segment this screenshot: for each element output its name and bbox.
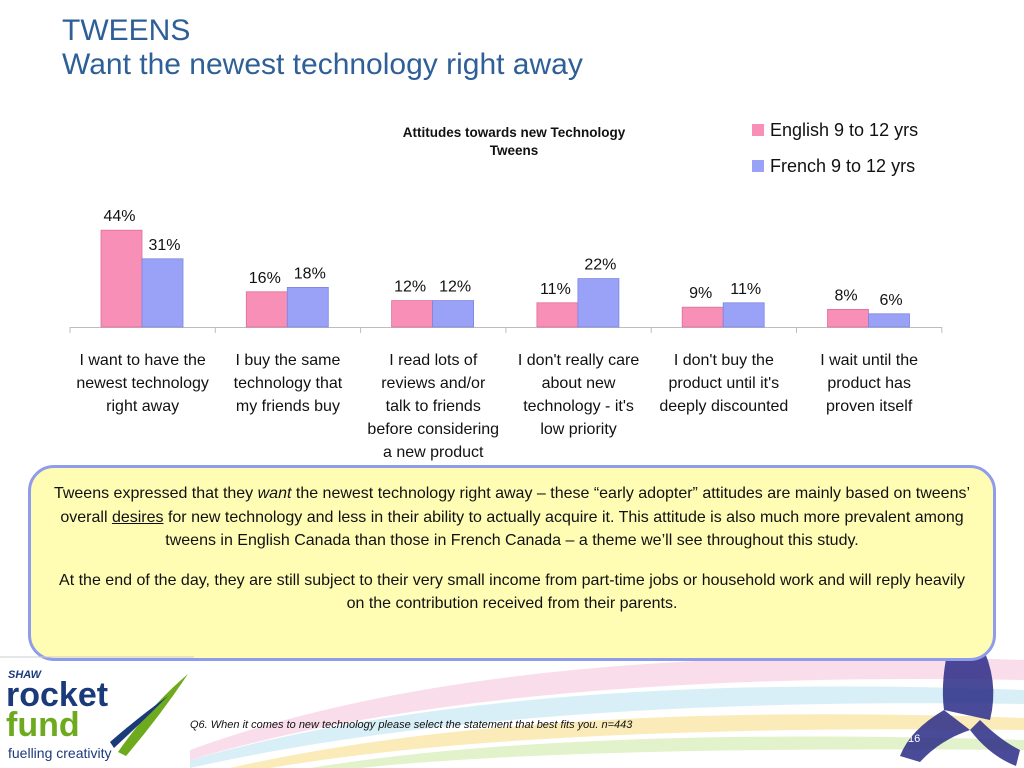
logo-fund-text: fund — [6, 706, 80, 744]
bar-english-5 — [827, 309, 869, 328]
logo-shaw-text: SHAW — [8, 669, 43, 681]
bar-french-5 — [868, 313, 910, 328]
category-label-line: reviews and/or — [381, 375, 486, 392]
category-label-4: I don't buy the product until it's deeply … — [650, 349, 798, 418]
category-label-line: technology - it's — [523, 398, 634, 415]
category-label-line: I wait until the — [820, 352, 919, 369]
swoosh-decoration — [190, 656, 1024, 768]
slide-title: TWEENS Want the newest technology right … — [62, 14, 583, 82]
data-label-french-2: 12% — [439, 279, 471, 296]
bar-french-2 — [432, 300, 475, 328]
legend-label-english: English 9 to 12 yrs — [770, 119, 919, 140]
chart-legend: English 9 to 12 yrs French 9 to 12 yrs — [752, 112, 918, 184]
bar-french-1 — [286, 287, 329, 328]
page-number: 16 — [908, 733, 921, 745]
legend-swatch-english — [752, 124, 764, 136]
category-label-line: I want to have the — [79, 352, 206, 369]
chart-title-line1: Attitudes towards new Technology — [402, 125, 626, 140]
data-label-english-4: 9% — [689, 285, 712, 302]
category-label-2: I read lots of reviews and/or talk to frie… — [359, 349, 507, 464]
category-label-0: I want to have the newest technology right… — [69, 349, 217, 418]
data-label-english-3: 11% — [540, 281, 571, 298]
data-label-english-1: 16% — [249, 270, 281, 287]
callout-underline-desires: desires — [111, 508, 164, 526]
callout-emphasis-want: want — [257, 485, 292, 502]
category-label-line: newest technology — [76, 375, 209, 392]
bar-french-3 — [577, 278, 620, 328]
category-label-line: technology that — [233, 375, 343, 392]
data-label-french-4: 11% — [730, 281, 761, 298]
category-label-line: about new — [541, 375, 616, 392]
data-label-english-2: 12% — [394, 279, 426, 296]
bar-chart: 44% 31% 16% 18% 12% 12% 11% 22% 9% 11% 8% 6% — [69, 208, 943, 333]
legend-item-french: French 9 to 12 yrs — [752, 148, 918, 184]
category-label-5: I wait until the product has proven itself — [795, 349, 943, 418]
callout-text: for new technology and less in their abi… — [163, 508, 964, 550]
category-label-line: proven itself — [826, 398, 913, 415]
slide-title-line2: Want the newest technology right away — [62, 48, 583, 81]
category-label-line: I don't really care — [517, 352, 640, 369]
category-label-line: product has — [827, 375, 911, 392]
bar-english-0 — [100, 229, 143, 328]
legend-label-french: French 9 to 12 yrs — [770, 155, 916, 176]
category-label-line: before considering — [367, 421, 500, 438]
data-label-english-5: 8% — [834, 287, 857, 304]
category-label-line: right away — [106, 398, 180, 415]
bar-english-2 — [391, 300, 434, 328]
legend-swatch-french — [752, 160, 764, 172]
logo-rocket-trail-icon — [110, 696, 168, 748]
callout-paragraph-1: Tweens expressed that they want the newe… — [53, 482, 971, 553]
category-label-1: I buy the same technology that my friends … — [214, 349, 362, 418]
data-label-french-1: 18% — [294, 265, 326, 282]
category-label-3: I don't really care about new technology -… — [505, 349, 653, 441]
chart-title-line2: Tweens — [489, 143, 539, 158]
category-label-line: I buy the same — [235, 352, 341, 369]
shaw-rocket-fund-logo: SHAW rocket fund fuelling creativity — [0, 656, 194, 761]
category-label-line: deeply discounted — [659, 398, 789, 415]
slide-title-line1: TWEENS — [62, 14, 191, 47]
category-label-line: low priority — [540, 421, 617, 438]
category-label-line: I read lots of — [389, 352, 478, 369]
chart-title: Attitudes towards new Technology Tweens — [364, 124, 664, 160]
logo-rocket-swoosh-icon — [118, 674, 188, 756]
bar-french-4 — [722, 302, 765, 328]
legend-item-english: English 9 to 12 yrs — [752, 112, 918, 148]
bar-english-1 — [245, 291, 288, 328]
category-label-line: I don't buy the — [673, 352, 774, 369]
footnote: Q6. When it comes to new technology plea… — [190, 719, 633, 731]
callout-text: the newest technology right away – these… — [60, 485, 971, 526]
category-label-line: a new product — [382, 444, 484, 461]
category-label-line: product until it's — [668, 375, 780, 392]
data-label-french-5: 6% — [879, 292, 902, 309]
callout-paragraph-2: At the end of the day, they are still su… — [59, 571, 965, 613]
callout-text: Tweens expressed that they — [53, 485, 258, 502]
logo-tagline-text: fuelling creativity — [8, 745, 112, 761]
bar-french-0 — [141, 258, 184, 328]
category-label-line: talk to friends — [385, 398, 481, 415]
data-label-french-0: 31% — [148, 237, 180, 254]
summary-callout: Tweens expressed that they want the newe… — [28, 465, 996, 661]
category-label-line: my friends buy — [235, 398, 340, 415]
bar-english-3 — [536, 302, 579, 328]
logo-rocket-text: rocket — [6, 676, 108, 714]
data-label-french-3: 22% — [584, 257, 616, 274]
bar-english-4 — [681, 306, 724, 328]
data-label-english-0: 44% — [103, 208, 135, 225]
